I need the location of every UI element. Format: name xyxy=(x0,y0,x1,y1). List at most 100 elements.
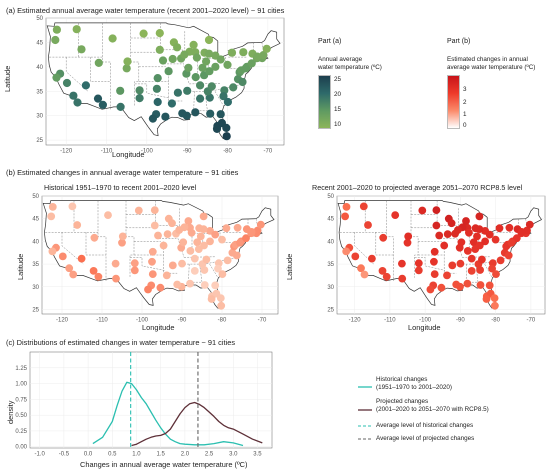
city-point xyxy=(156,283,165,292)
city-point xyxy=(164,67,173,76)
legend-c-hist-line2: (1951–1970 to 2001–2020) xyxy=(376,384,452,391)
x-tick-label: -90 xyxy=(183,149,192,155)
x-tick-label: -70 xyxy=(258,318,267,324)
state-border xyxy=(462,256,490,258)
city-point xyxy=(77,45,86,54)
city-point xyxy=(448,261,457,270)
city-point xyxy=(130,266,139,275)
city-point xyxy=(192,53,201,62)
x-tick-label: 0.0 xyxy=(84,452,93,458)
city-point xyxy=(200,281,209,289)
city-point xyxy=(184,217,193,225)
panel-b-title: (b) Estimated changes in annual average … xyxy=(6,168,239,177)
city-point xyxy=(89,267,98,275)
x-tick-label: -110 xyxy=(101,149,113,155)
city-point xyxy=(175,226,184,234)
city-point xyxy=(462,217,470,225)
state-border xyxy=(85,232,106,256)
city-point xyxy=(256,220,265,229)
city-point xyxy=(218,235,226,244)
city-point xyxy=(204,35,214,45)
city-point xyxy=(465,228,473,237)
city-point xyxy=(130,259,139,268)
x-tick-label: -110 xyxy=(96,318,108,324)
city-point xyxy=(430,270,439,278)
x-tick-label: -80 xyxy=(491,318,500,324)
city-point xyxy=(391,211,400,220)
city-point xyxy=(73,221,82,229)
state-border xyxy=(130,22,140,106)
city-point xyxy=(207,82,216,91)
city-point xyxy=(68,202,77,211)
x-tick-label: -100 xyxy=(419,318,432,324)
city-point xyxy=(440,241,449,250)
city-point xyxy=(190,254,199,263)
city-point xyxy=(414,266,423,275)
y-tick-label: 0.00 xyxy=(15,445,27,451)
city-point xyxy=(189,40,198,50)
city-point xyxy=(168,261,177,270)
city-point xyxy=(90,233,99,242)
city-point xyxy=(253,226,262,235)
city-point xyxy=(507,238,516,247)
x-tick-label: -80 xyxy=(218,318,227,324)
city-point xyxy=(482,295,491,303)
city-point xyxy=(187,228,196,237)
y-tick-label: 50 xyxy=(32,194,39,200)
city-point xyxy=(81,81,90,90)
state-border xyxy=(134,83,170,99)
panel-c-title: (c) Distributions of estimated changes i… xyxy=(6,338,236,347)
city-point xyxy=(342,247,351,256)
legend-a-tick: 20 xyxy=(334,91,342,98)
city-point xyxy=(218,270,227,278)
city-point xyxy=(196,232,205,241)
city-point xyxy=(47,212,56,221)
city-point xyxy=(58,252,67,261)
city-point xyxy=(116,102,125,111)
x-tick-label: -90 xyxy=(178,318,187,324)
city-point xyxy=(144,285,152,294)
city-point xyxy=(180,50,189,59)
city-point xyxy=(430,257,438,266)
y-tick-label: 0.50 xyxy=(15,413,27,419)
x-tick-label: 3.0 xyxy=(229,452,238,458)
y-tick-label: 45 xyxy=(36,40,43,46)
city-point xyxy=(505,223,514,232)
panel-a-title: (a) Estimated annual average water tempe… xyxy=(6,6,285,15)
y-tick-label: 30 xyxy=(327,285,334,291)
legend-b-tick: 1 xyxy=(463,111,467,118)
legend-b-tick: 2 xyxy=(463,99,467,106)
state-border xyxy=(183,256,216,258)
city-point xyxy=(485,281,494,290)
city-point xyxy=(200,266,209,274)
city-point xyxy=(360,270,369,279)
city-point xyxy=(179,238,188,247)
panel-a-xlabel: Longitude xyxy=(112,150,145,159)
city-point xyxy=(227,48,237,57)
state-border xyxy=(90,57,111,82)
city-point xyxy=(437,283,446,292)
city-point xyxy=(467,254,476,263)
state-border xyxy=(386,200,394,281)
city-point xyxy=(364,221,372,229)
city-point xyxy=(184,63,193,72)
city-point xyxy=(150,206,159,215)
y-tick-label: 35 xyxy=(327,262,334,268)
legend-b-header: Part (b) xyxy=(447,38,471,45)
legend-a-tick: 25 xyxy=(334,76,342,83)
y-tick-label: 35 xyxy=(36,89,43,95)
city-point xyxy=(104,211,112,220)
city-point xyxy=(490,294,499,302)
x-tick-label: -90 xyxy=(456,318,465,324)
city-point xyxy=(512,234,521,243)
city-point xyxy=(430,247,439,256)
city-point xyxy=(116,86,125,95)
city-point xyxy=(517,228,526,236)
city-point xyxy=(463,247,472,255)
city-point xyxy=(123,57,132,66)
legend-c-proj-line1: Projected changes xyxy=(376,398,429,405)
state-border xyxy=(125,200,135,278)
y-tick-label: 25 xyxy=(36,138,43,144)
state-border xyxy=(214,91,224,107)
